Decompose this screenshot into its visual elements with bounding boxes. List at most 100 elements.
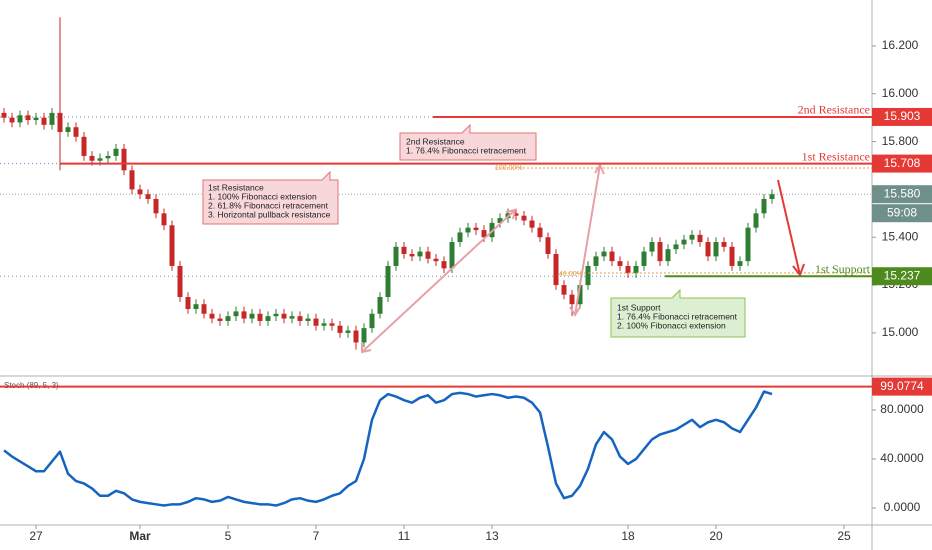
candle-body	[545, 237, 551, 254]
candle-body	[233, 311, 239, 317]
level-price: 15.708	[884, 156, 921, 170]
candle-body	[153, 198, 159, 214]
countdown: 59:08	[887, 205, 917, 219]
candle-body	[425, 251, 431, 259]
arrow-head	[569, 306, 581, 317]
arrow-head	[361, 343, 372, 354]
annotation-text: 1st Support	[617, 302, 661, 312]
annotation-box	[610, 288, 746, 338]
candle-body	[89, 155, 95, 161]
last-price-box	[872, 185, 932, 204]
candle-body	[513, 213, 519, 216]
arrow-head	[505, 208, 517, 220]
candle-body	[257, 313, 263, 321]
candle-body	[377, 297, 383, 314]
candle-body	[9, 117, 15, 123]
candle-body	[713, 242, 719, 257]
y-tick-label: 80.0000	[880, 402, 924, 416]
fib-label: 100.00%	[495, 165, 523, 172]
candle-body	[57, 112, 63, 133]
candle-body	[481, 230, 487, 238]
candle-body	[737, 261, 743, 266]
candle-body	[281, 313, 287, 319]
y-tick-label: 16.000	[882, 86, 919, 100]
candle-body	[537, 227, 543, 238]
candle-body	[177, 265, 183, 298]
level-price-box	[872, 107, 932, 126]
level-price-box	[872, 267, 932, 286]
candle-body	[681, 239, 687, 245]
candle-body	[417, 251, 423, 257]
candle-body	[33, 117, 39, 121]
level-value: 99.0774	[880, 379, 924, 393]
candle-body	[617, 261, 623, 266]
candle-body	[17, 115, 23, 123]
indicator-title: Stoch (89, 5, 3)	[4, 381, 59, 390]
level-label: 2nd Resistance	[798, 103, 870, 117]
candle-body	[193, 304, 199, 309]
candle-body	[305, 318, 311, 321]
candle-body	[105, 155, 111, 159]
candle-body	[401, 246, 407, 254]
candle-body	[137, 189, 143, 195]
candle-body	[769, 194, 775, 199]
candle-body	[289, 316, 295, 319]
candle-body	[593, 256, 599, 266]
stoch-line	[3, 390, 773, 507]
candle-body	[721, 242, 727, 247]
candle-body	[369, 313, 375, 329]
candle-body	[113, 148, 119, 156]
candle-body	[569, 294, 575, 305]
candle-body	[529, 220, 535, 228]
candle-body	[169, 225, 175, 266]
fib-arrow	[361, 209, 516, 353]
annotation-text: 2nd Resistance	[406, 136, 465, 146]
candle-body	[753, 213, 759, 228]
annotation: 1st Resistance 1. 100% Fibonacci extensi…	[202, 170, 339, 225]
annotation-text: 1. 76.4% Fibonacci retracement	[406, 145, 527, 155]
level-label: 1st Resistance	[802, 149, 870, 163]
annotation-text: 1st Resistance	[208, 182, 264, 192]
annotation-text: 2. 61.8% Fibonacci retracement	[208, 200, 329, 210]
candle-body	[73, 127, 79, 137]
candle-body	[465, 227, 471, 233]
candle-body	[241, 311, 247, 319]
candle-body	[161, 213, 167, 226]
arrow-line	[777, 179, 801, 276]
candle-body	[761, 198, 767, 214]
candle-body	[561, 285, 567, 295]
candles	[1, 17, 775, 350]
candle-body	[225, 316, 231, 321]
candle-body	[641, 251, 647, 266]
annotation: 2nd Resistance 1. 76.4% Fibonacci retrac…	[399, 123, 537, 161]
candle-body	[665, 249, 671, 262]
candle-body	[457, 232, 463, 243]
candle-body	[129, 170, 135, 190]
level-price: 15.903	[884, 109, 921, 123]
target-arrow	[777, 179, 805, 278]
candle-body	[65, 127, 71, 133]
candle-body	[577, 285, 583, 305]
candle-body	[209, 313, 215, 319]
candle-body	[81, 136, 87, 156]
candle-body	[49, 112, 55, 125]
candle-body	[697, 234, 703, 243]
candle-body	[409, 253, 415, 257]
level-label: 1st Support	[815, 262, 871, 276]
annotation: 1st Support 1. 76.4% Fibonacci retraceme…	[610, 288, 746, 338]
candle-body	[121, 148, 127, 171]
candle-body	[705, 242, 711, 257]
candle-body	[321, 323, 327, 326]
level-price-box	[872, 154, 932, 173]
x-tick-label: 20	[709, 529, 723, 543]
candle-body	[329, 323, 335, 326]
candle-body	[673, 244, 679, 250]
candle-body	[441, 261, 447, 269]
level-value-box	[872, 377, 932, 396]
candle-body	[265, 316, 271, 321]
y-tick-label: 15.800	[882, 134, 919, 148]
overlay: 15.00015.20015.40015.80016.00016.20027Ma…	[0, 38, 932, 543]
x-tick-label: 25	[837, 529, 851, 543]
candle-body	[97, 158, 103, 161]
